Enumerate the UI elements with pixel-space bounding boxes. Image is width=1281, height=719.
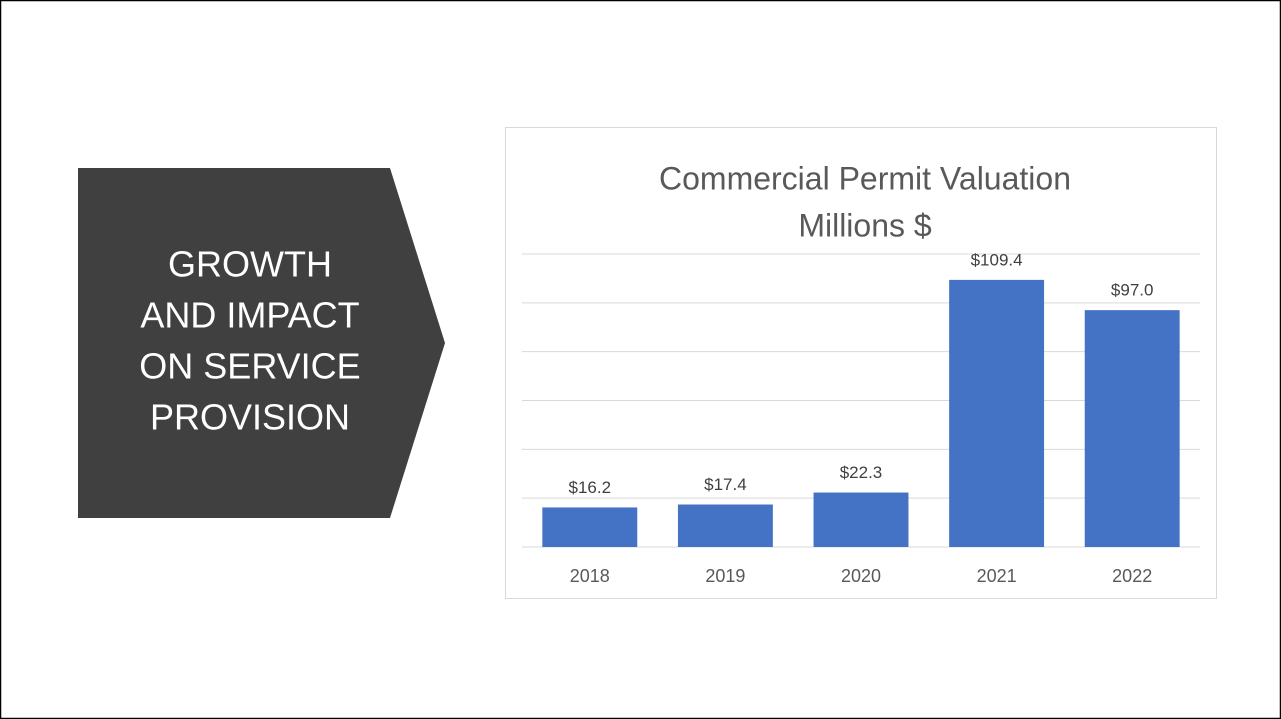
bar: [949, 279, 1045, 547]
x-tick-label: 2021: [977, 566, 1017, 586]
data-label: $22.3: [840, 463, 883, 482]
data-label: $97.0: [1111, 281, 1154, 300]
data-label: $109.4: [971, 250, 1023, 269]
heading: GROWTH AND IMPACT ON SERVICE PROVISION: [139, 244, 360, 438]
heading-line: AND IMPACT: [140, 295, 359, 336]
chart-subtitle: Millions $: [798, 207, 932, 243]
heading-line: PROVISION: [150, 397, 350, 438]
x-tick-label: 2020: [841, 566, 881, 586]
x-tick-label: 2019: [705, 566, 745, 586]
bar: [677, 504, 773, 547]
chart-title: Commercial Permit Valuation: [659, 160, 1071, 196]
heading-line: ON SERVICE: [139, 346, 360, 387]
data-label: $17.4: [704, 475, 747, 494]
x-tick-label: 2022: [1112, 566, 1152, 586]
bar: [813, 492, 909, 547]
data-label: $16.2: [569, 478, 612, 497]
bar: [542, 507, 638, 547]
heading-line: GROWTH: [168, 244, 332, 285]
bar: [1084, 310, 1180, 547]
x-tick-label: 2018: [570, 566, 610, 586]
heading-arrow: [78, 168, 445, 518]
